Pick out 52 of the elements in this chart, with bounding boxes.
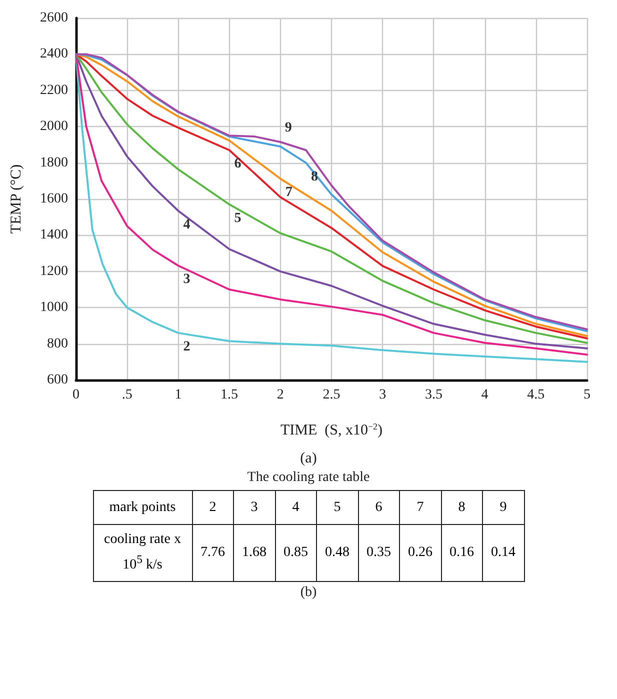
series-label: 8 [310,169,318,184]
x-tick-label: 2.5 [322,388,340,402]
text: (b) [299,584,318,601]
y-tick-label: 1200 [40,264,68,279]
x-tick-label: .5 [122,388,132,402]
y-tick-label: 1600 [40,192,68,206]
series-label: 7 [285,185,292,200]
x-tick-label: 4 [481,388,488,402]
y-tick-label: 2600 [40,10,68,26]
y-tick-label: 1800 [40,155,68,170]
y-tick-label: 2400 [40,46,68,62]
series-label: 9 [284,120,292,136]
x-tick-label: 1 [174,388,182,402]
y-tick-label: 2000 [40,119,68,134]
series-label: 2 [183,339,190,354]
text: The cooling rate table [246,470,371,486]
x-tick-label: 5 [584,388,590,402]
text: 2 [192,490,234,524]
y-tick-label: 2200 [40,82,68,98]
text: mark points [93,490,192,524]
x-tick-label: 3 [379,388,386,402]
text: 4 [275,490,316,524]
text: (a) [300,450,317,466]
series-label: 4 [183,217,190,232]
text: 0.35 [358,524,400,582]
text: 5 [316,490,358,524]
text: cooling rate x 10$^{5}$ k/s [93,524,192,582]
y-tick-label: 600 [47,372,68,388]
y-axis-title: TEMP (°C) [8,164,24,234]
text: 0.14 [482,524,524,582]
text: 0.16 [441,524,482,582]
text: 0.26 [400,524,441,582]
text: 7.76 [192,524,234,582]
x-tick-label: 3.5 [424,388,442,402]
x-tick-label: 4.5 [527,388,545,402]
text: 0.85 [275,524,316,582]
y-tick-label: 800 [47,336,68,352]
text: 1.68 [234,524,275,582]
series-label: 6 [234,156,242,172]
text: 9 [482,490,524,524]
x-tick-label: 2 [276,388,284,402]
text: 7 [400,490,441,524]
x-tick-label: 1.5 [220,388,238,402]
y-tick-label: 1400 [40,228,68,243]
text: 3 [234,490,275,524]
series-label: 3 [183,272,190,288]
text: 0.48 [316,524,358,582]
text: 8 [441,490,482,524]
y-tick-label: 1000 [40,300,68,316]
series-label: 5 [234,210,242,226]
x-tick-label: 0 [72,388,80,402]
text: 6 [358,490,400,524]
